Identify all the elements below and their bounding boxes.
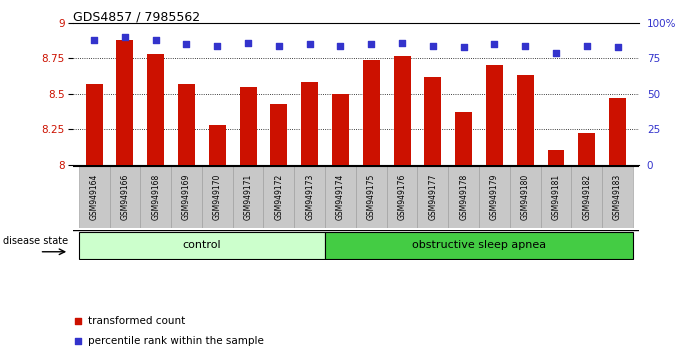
Text: GSM949183: GSM949183	[613, 174, 622, 220]
Bar	[86, 84, 102, 165]
Bar	[178, 84, 195, 165]
Text: transformed count: transformed count	[88, 316, 186, 326]
Bar	[325, 166, 356, 228]
Point	[181, 41, 192, 47]
Text: obstructive sleep apnea: obstructive sleep apnea	[412, 240, 546, 250]
Point	[366, 41, 377, 47]
Bar	[356, 166, 387, 228]
Bar	[79, 166, 109, 228]
Bar	[417, 166, 448, 228]
Point	[402, 211, 413, 217]
Text: GSM949175: GSM949175	[367, 174, 376, 220]
Point	[520, 43, 531, 48]
Bar	[202, 166, 233, 228]
Point	[88, 37, 100, 43]
Bar	[578, 133, 595, 165]
Bar	[424, 77, 442, 165]
Bar	[325, 232, 633, 259]
Text: GSM949178: GSM949178	[459, 174, 468, 220]
Bar	[147, 54, 164, 165]
Bar	[394, 56, 410, 165]
Text: GSM949173: GSM949173	[305, 174, 314, 220]
Bar	[547, 150, 565, 165]
Bar	[540, 166, 571, 228]
Text: GSM949180: GSM949180	[521, 174, 530, 220]
Point	[150, 37, 161, 43]
Bar	[455, 112, 472, 165]
Text: GSM949171: GSM949171	[244, 174, 253, 220]
Bar	[263, 166, 294, 228]
Bar	[387, 166, 417, 228]
Text: control: control	[182, 240, 221, 250]
Bar	[301, 82, 318, 165]
Bar	[479, 166, 510, 228]
Point	[458, 44, 469, 50]
Text: GSM949168: GSM949168	[151, 174, 160, 220]
Bar	[240, 87, 256, 165]
Bar	[448, 166, 479, 228]
Point	[402, 27, 413, 33]
Point	[335, 43, 346, 48]
Bar	[79, 232, 325, 259]
Bar	[117, 40, 133, 165]
Bar	[603, 166, 633, 228]
Bar	[140, 166, 171, 228]
Point	[427, 43, 438, 48]
Bar	[270, 104, 287, 165]
Point	[243, 40, 254, 46]
Text: GSM949172: GSM949172	[274, 174, 283, 220]
Text: GSM949164: GSM949164	[90, 174, 99, 220]
Point	[551, 50, 562, 56]
Point	[581, 43, 592, 48]
Text: GDS4857 / 7985562: GDS4857 / 7985562	[73, 11, 200, 24]
Text: percentile rank within the sample: percentile rank within the sample	[88, 336, 264, 346]
Text: GSM949181: GSM949181	[551, 174, 560, 220]
Text: GSM949176: GSM949176	[397, 174, 406, 220]
Text: GSM949179: GSM949179	[490, 174, 499, 220]
Bar	[571, 166, 603, 228]
Bar	[486, 65, 503, 165]
Point	[304, 41, 315, 47]
Text: GSM949177: GSM949177	[428, 174, 437, 220]
Bar	[363, 60, 380, 165]
Bar	[233, 166, 263, 228]
Text: GSM949166: GSM949166	[120, 174, 129, 220]
Point	[274, 43, 285, 48]
Point	[120, 34, 131, 40]
Text: GSM949182: GSM949182	[583, 174, 591, 220]
Bar	[517, 75, 533, 165]
Bar	[294, 166, 325, 228]
Bar	[332, 94, 349, 165]
Point	[211, 43, 223, 48]
Point	[612, 44, 623, 50]
Text: GSM949170: GSM949170	[213, 174, 222, 220]
Point	[397, 40, 408, 46]
Bar	[510, 166, 540, 228]
Text: disease state: disease state	[3, 236, 68, 246]
Text: GSM949174: GSM949174	[336, 174, 345, 220]
Text: GSM949169: GSM949169	[182, 174, 191, 220]
Bar	[609, 98, 626, 165]
Bar	[109, 166, 140, 228]
Point	[489, 41, 500, 47]
Bar	[171, 166, 202, 228]
Bar	[209, 125, 226, 165]
